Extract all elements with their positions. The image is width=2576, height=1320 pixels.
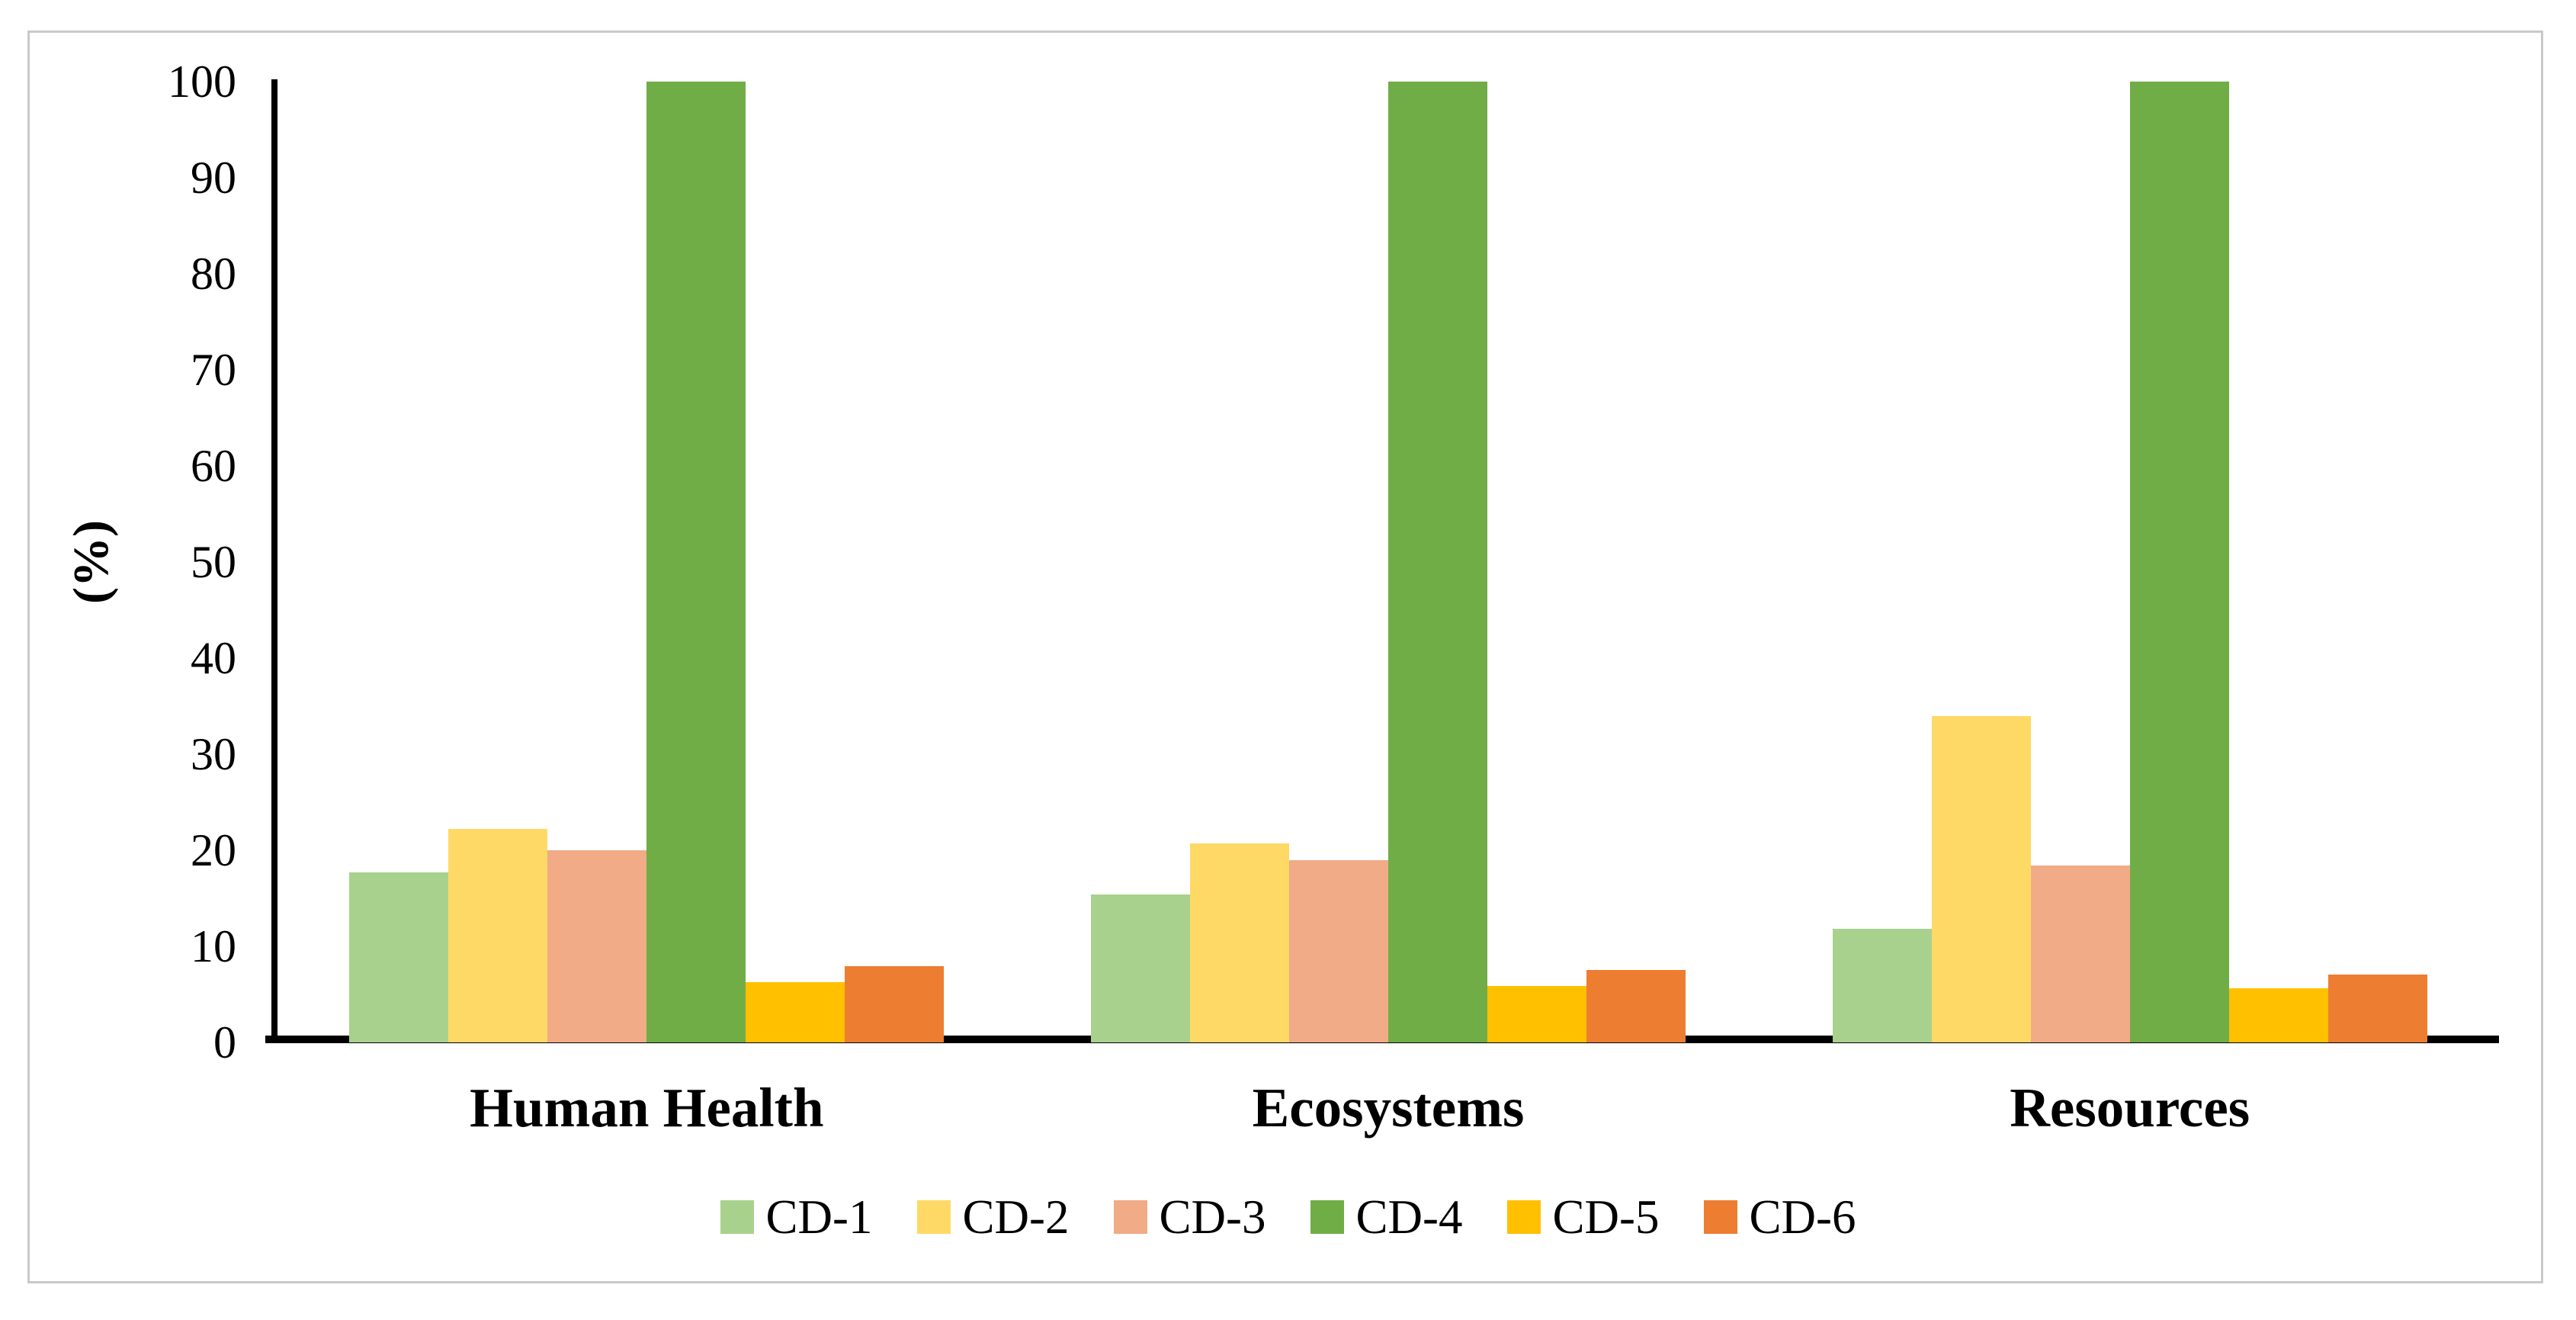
bar-cd-4-ecosystems	[1388, 82, 1487, 1042]
bar-cd-5-human-health	[746, 982, 845, 1042]
bar-cd-6-resources	[2327, 975, 2427, 1042]
legend-label-cd-2: CD-2	[962, 1190, 1070, 1244]
legend-item-cd-2: CD-2	[916, 1187, 1070, 1248]
y-axis-line	[271, 79, 277, 1042]
legend-swatch-cd-2	[916, 1200, 951, 1234]
y-tick-label: 30	[191, 729, 236, 779]
legend-swatch-cd-6	[1703, 1200, 1737, 1234]
y-tick-label: 70	[191, 345, 236, 395]
y-tick-label: 20	[191, 825, 236, 875]
bar-cd-6-human-health	[845, 966, 945, 1042]
legend-item-cd-4: CD-4	[1310, 1187, 1463, 1248]
bar-cd-2-resources	[1931, 716, 2031, 1042]
legend: CD-1 CD-2 CD-3 CD-4 CD-5 CD-6	[30, 1187, 2546, 1248]
bar-group-resources	[1759, 82, 2501, 1042]
legend-item-cd-5: CD-5	[1506, 1187, 1660, 1248]
legend-label-cd-5: CD-5	[1552, 1190, 1660, 1244]
legend-swatch-cd-5	[1506, 1200, 1541, 1234]
bar-cd-4-resources	[2129, 82, 2229, 1042]
plot-area	[276, 82, 2501, 1042]
bar-cd-3-resources	[2030, 866, 2130, 1042]
bar-cd-1-resources	[1832, 929, 1932, 1042]
bar-cd-1-human-health	[349, 872, 449, 1042]
y-tick-label: 90	[191, 153, 236, 203]
legend-item-cd-3: CD-3	[1113, 1187, 1266, 1248]
y-tick-label: 80	[191, 249, 236, 299]
y-tick-label: 50	[191, 537, 236, 587]
bar-cd-3-ecosystems	[1289, 860, 1388, 1042]
legend-label-cd-3: CD-3	[1159, 1190, 1266, 1244]
y-tick-label: 60	[191, 441, 236, 491]
legend-item-cd-6: CD-6	[1703, 1187, 1856, 1248]
bar-cd-6-ecosystems	[1586, 970, 1686, 1042]
bar-group-ecosystems	[1018, 82, 1760, 1042]
y-tick-label: 40	[191, 633, 236, 683]
legend-swatch-cd-1	[720, 1200, 754, 1234]
category-label-ecosystems: Ecosystems	[1252, 1077, 1525, 1139]
bar-cd-2-human-health	[448, 829, 548, 1042]
y-tick-label: 0	[213, 1017, 236, 1068]
bar-cd-4-human-health	[646, 82, 746, 1042]
legend-swatch-cd-3	[1113, 1200, 1147, 1234]
category-axis-labels: Human Health Ecosystems Resources	[276, 1066, 2501, 1150]
legend-item-cd-1: CD-1	[720, 1187, 873, 1248]
bar-cd-1-ecosystems	[1091, 894, 1190, 1042]
legend-swatch-cd-4	[1310, 1200, 1344, 1234]
bar-cd-5-resources	[2228, 988, 2328, 1042]
category-label-human-health: Human Health	[470, 1077, 824, 1139]
legend-label-cd-6: CD-6	[1749, 1190, 1856, 1244]
y-tick-label: 10	[191, 921, 236, 972]
category-label-resources: Resources	[2010, 1077, 2250, 1139]
legend-label-cd-1: CD-1	[765, 1190, 873, 1244]
bar-group-human-health	[276, 82, 1018, 1042]
legend-label-cd-4: CD-4	[1355, 1190, 1463, 1244]
y-tick-label: 100	[168, 56, 236, 107]
bar-cd-2-ecosystems	[1190, 843, 1289, 1042]
bar-cd-3-human-health	[547, 850, 647, 1042]
figure-frame	[27, 31, 2543, 1283]
bar-cd-5-ecosystems	[1487, 986, 1586, 1042]
